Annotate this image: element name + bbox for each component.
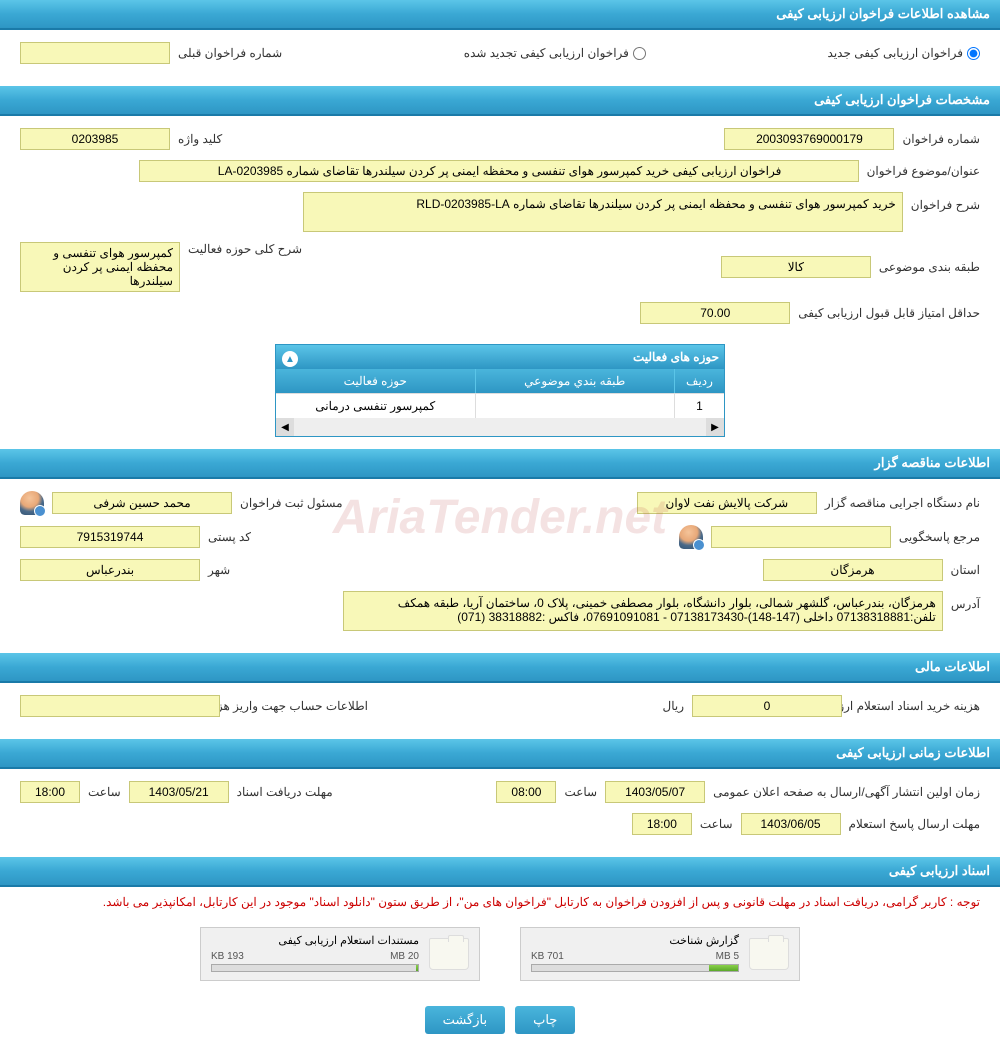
- section-header-financial: اطلاعات مالی: [0, 653, 1000, 683]
- org-label: نام دستگاه اجرایی مناقصه گزار: [825, 496, 980, 510]
- deadline-time-label: ساعت: [88, 785, 121, 799]
- keyword-field: 0203985: [20, 128, 170, 150]
- radio-new-call[interactable]: [967, 47, 980, 60]
- radio-new-label: فراخوان ارزیابی کیفی جدید: [828, 46, 963, 60]
- pub-time-label: ساعت: [564, 785, 597, 799]
- notice-text: توجه : کاربر گرامی، دریافت اسناد در مهلت…: [0, 887, 1000, 917]
- file-size: 701 KB: [531, 951, 564, 962]
- file-name: گزارش شناخت: [531, 934, 739, 947]
- purchase-cost-label: هزینه خرید اسناد استعلام ارزیابی کیفی: [850, 699, 980, 713]
- grid-col-category: طبقه بندي موضوعي: [475, 369, 675, 393]
- grid-cell: 1: [674, 394, 724, 418]
- progress-bar: [531, 964, 739, 972]
- file-box-report[interactable]: گزارش شناخت 5 MB 701 KB: [520, 927, 800, 981]
- province-field: هرمزگان: [763, 559, 943, 581]
- user-icon[interactable]: [679, 525, 703, 549]
- response-label: مهلت ارسال پاسخ استعلام: [849, 817, 980, 831]
- section-header-documents: اسناد ارزیابی کیفی: [0, 857, 1000, 887]
- grid-cell: [475, 394, 675, 418]
- file-total: 5 MB: [716, 951, 739, 962]
- folder-icon: [749, 938, 789, 970]
- keyword-label: کلید واژه: [178, 132, 222, 146]
- province-label: استان: [951, 563, 980, 577]
- min-score-field: 70.00: [640, 302, 790, 324]
- category-label: طبقه بندی موضوعی: [879, 260, 980, 274]
- grid-col-scope: حوزه فعالیت: [276, 369, 475, 393]
- desc-label: شرح فراخوان: [911, 192, 980, 212]
- deadline-time-field: 18:00: [20, 781, 80, 803]
- user-icon[interactable]: [20, 491, 44, 515]
- min-score-label: حداقل امتیاز قابل قبول ارزیابی کیفی: [798, 306, 980, 320]
- collapse-icon[interactable]: ▲: [282, 351, 298, 367]
- radio-renewed-label: فراخوان ارزیابی کیفی تجدید شده: [464, 46, 629, 60]
- grid-col-row: ردیف: [674, 369, 724, 393]
- section-header-tenderer: اطلاعات مناقصه گزار: [0, 449, 1000, 479]
- desc-field: خرید کمپرسور هوای تنفسی و محفظه ایمنی پر…: [303, 192, 903, 232]
- subject-field: فراخوان ارزیابی کیفی خرید کمپرسور هوای ت…: [139, 160, 859, 182]
- radio-renewed-call[interactable]: [633, 47, 646, 60]
- rial-label: ریال: [662, 699, 684, 713]
- postal-label: کد پستی: [208, 530, 251, 544]
- back-button[interactable]: بازگشت: [425, 1006, 505, 1034]
- purchase-cost-field: 0: [692, 695, 842, 717]
- org-field: شرکت پالایش نفت لاوان: [637, 492, 817, 514]
- contact-field: [711, 526, 891, 548]
- prev-call-label: شماره فراخوان قبلی: [178, 46, 282, 60]
- file-box-evaluation[interactable]: مستندات استعلام ارزیابی کیفی 20 MB 193 K…: [200, 927, 480, 981]
- grid-scrollbar[interactable]: ▶ ◀: [276, 418, 724, 436]
- category-field: کالا: [721, 256, 871, 278]
- scroll-left-icon[interactable]: ◀: [276, 418, 294, 436]
- address-field: هرمزگان، بندرعباس، گلشهر شمالی، بلوار دا…: [343, 591, 943, 631]
- city-field: بندرعباس: [20, 559, 200, 581]
- deadline-field: 1403/05/21: [129, 781, 229, 803]
- pub-time-field: 08:00: [496, 781, 556, 803]
- scroll-right-icon[interactable]: ▶: [706, 418, 724, 436]
- account-info-field: [20, 695, 220, 717]
- activity-scope-label: شرح کلی حوزه فعالیت: [188, 242, 302, 256]
- prev-call-field: [20, 42, 170, 64]
- print-button[interactable]: چاپ: [515, 1006, 575, 1034]
- registrar-field: محمد حسین شرفی: [52, 492, 232, 514]
- pub-date-label: زمان اولین انتشار آگهی/ارسال به صفحه اعل…: [713, 785, 980, 799]
- response-field: 1403/06/05: [741, 813, 841, 835]
- pub-date-field: 1403/05/07: [605, 781, 705, 803]
- section-header-specs: مشخصات فراخوان ارزیابی کیفی: [0, 86, 1000, 116]
- section-header-timing: اطلاعات زمانی ارزیابی کیفی: [0, 739, 1000, 769]
- city-label: شهر: [208, 563, 230, 577]
- grid-cell: کمپرسور تنفسی درمانی: [276, 394, 475, 418]
- response-time-label: ساعت: [700, 817, 733, 831]
- deadline-label: مهلت دریافت اسناد: [237, 785, 333, 799]
- activity-grid: حوزه های فعالیت ▲ ردیف طبقه بندي موضوعي …: [275, 344, 725, 437]
- file-size: 193 KB: [211, 951, 244, 962]
- registrar-label: مسئول ثبت فراخوان: [240, 496, 343, 510]
- response-time-field: 18:00: [632, 813, 692, 835]
- progress-bar: [211, 964, 419, 972]
- contact-label: مرجع پاسخگویی: [899, 530, 980, 544]
- activity-scope-field: کمپرسور هوای تنفسی و محفظه ایمنی پر کردن…: [20, 242, 180, 292]
- subject-label: عنوان/موضوع فراخوان: [867, 164, 980, 178]
- call-no-field: 2003093769000179: [724, 128, 894, 150]
- address-label: آدرس: [951, 591, 980, 611]
- postal-field: 7915319744: [20, 526, 200, 548]
- grid-title: حوزه های فعالیت ▲: [276, 345, 724, 369]
- table-row: 1 کمپرسور تنفسی درمانی: [276, 393, 724, 418]
- section-header-view-info: مشاهده اطلاعات فراخوان ارزیابی کیفی: [0, 0, 1000, 30]
- folder-icon: [429, 938, 469, 970]
- account-info-label: اطلاعات حساب جهت واریز هزینه خرید اسناد: [228, 699, 368, 713]
- file-name: مستندات استعلام ارزیابی کیفی: [211, 934, 419, 947]
- file-total: 20 MB: [390, 951, 419, 962]
- call-no-label: شماره فراخوان: [902, 132, 980, 146]
